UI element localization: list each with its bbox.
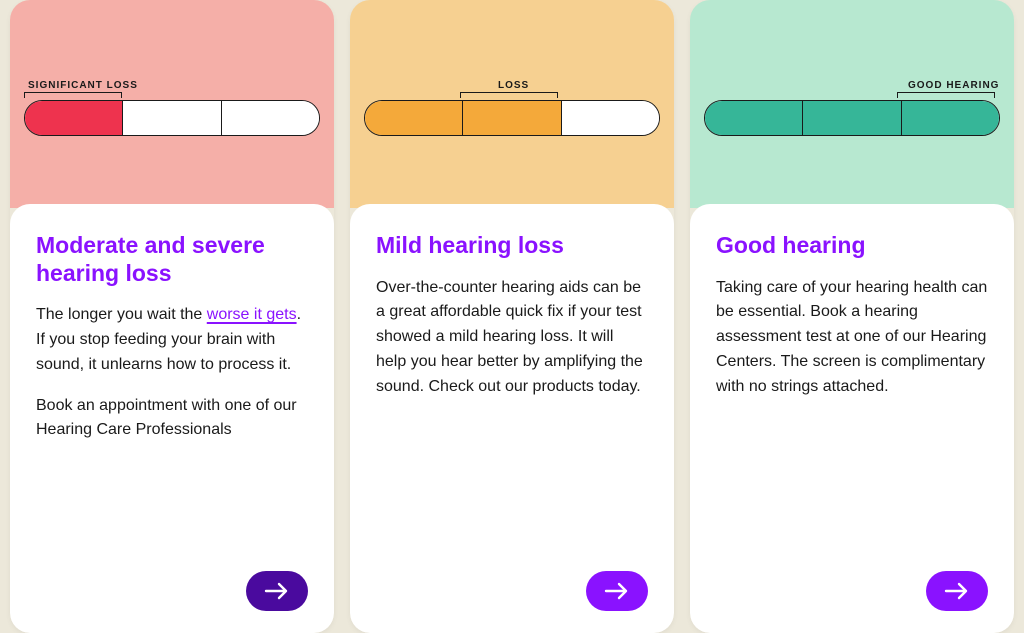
arrow-right-icon	[604, 582, 630, 600]
gauge-seg-3	[562, 101, 659, 135]
card-body-severe: Moderate and severe hearing loss The lon…	[10, 204, 334, 633]
gauge-label-severe: SIGNIFICANT LOSS	[28, 80, 138, 91]
gauge-seg-3	[222, 101, 319, 135]
hearing-gauge-good	[704, 100, 1000, 136]
card-text-good: Taking care of your hearing health can b…	[716, 276, 988, 400]
card-good: GOOD HEARING Good hearing Taking care of…	[690, 0, 1014, 633]
gauge-seg-2	[123, 101, 221, 135]
body-2: Book an appointment with one of our Hear…	[36, 394, 308, 444]
gauge-bracket-mild	[460, 92, 558, 98]
gauge-label-mild: LOSS	[498, 80, 529, 91]
card-header-severe: SIGNIFICANT LOSS	[10, 0, 334, 208]
card-text-severe: The longer you wait the worse it gets. I…	[36, 303, 308, 443]
hearing-gauge-mild	[364, 100, 660, 136]
card-mild: LOSS Mild hearing loss Over-the-counter …	[350, 0, 674, 633]
card-severe: SIGNIFICANT LOSS Moderate and severe hea…	[10, 0, 334, 633]
gauge-seg-3	[902, 101, 999, 135]
hearing-gauge-severe	[24, 100, 320, 136]
gauge-seg-2	[803, 101, 901, 135]
arrow-right-icon	[264, 582, 290, 600]
card-title-severe: Moderate and severe hearing loss	[36, 232, 308, 287]
gauge-seg-1	[25, 101, 123, 135]
arrow-right-icon	[944, 582, 970, 600]
card-body-mild: Mild hearing loss Over-the-counter heari…	[350, 204, 674, 633]
card-header-good: GOOD HEARING	[690, 0, 1014, 208]
cta-button-good[interactable]	[926, 571, 988, 611]
gauge-bracket-good	[897, 92, 995, 98]
cta-button-mild[interactable]	[586, 571, 648, 611]
gauge-bracket-severe	[24, 92, 122, 98]
card-text-mild: Over-the-counter hearing aids can be a g…	[376, 276, 648, 400]
gauge-seg-1	[705, 101, 803, 135]
card-title-mild: Mild hearing loss	[376, 232, 648, 260]
gauge-seg-2	[463, 101, 561, 135]
card-body-good: Good hearing Taking care of your hearing…	[690, 204, 1014, 633]
body: Taking care of your hearing health can b…	[716, 276, 988, 400]
card-title-good: Good hearing	[716, 232, 988, 260]
gauge-label-good: GOOD HEARING	[908, 80, 999, 91]
cta-button-severe[interactable]	[246, 571, 308, 611]
body-pre: The longer you wait the	[36, 306, 207, 323]
gauge-seg-1	[365, 101, 463, 135]
body: Over-the-counter hearing aids can be a g…	[376, 276, 648, 400]
card-header-mild: LOSS	[350, 0, 674, 208]
cards-row: SIGNIFICANT LOSS Moderate and severe hea…	[0, 0, 1024, 633]
worse-link[interactable]: worse it gets	[207, 306, 297, 323]
